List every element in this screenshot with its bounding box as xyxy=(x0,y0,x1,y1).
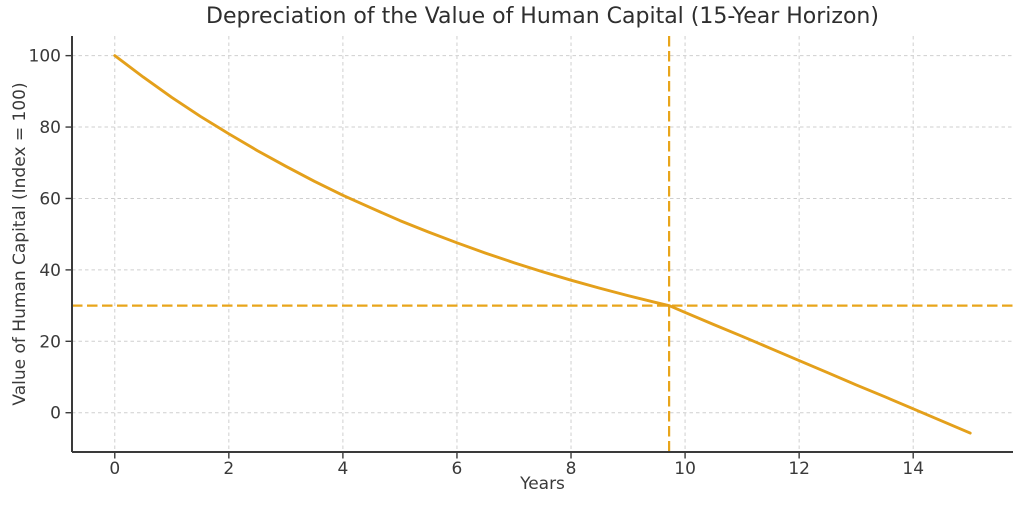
x-tick-label: 8 xyxy=(566,459,577,479)
x-tick-label: 2 xyxy=(223,459,234,479)
chart-title: Depreciation of the Value of Human Capit… xyxy=(206,4,879,29)
y-tick-label: 20 xyxy=(39,332,61,352)
x-tick-label: 12 xyxy=(788,459,810,479)
y-tick-label: 80 xyxy=(39,118,61,138)
y-tick-label: 100 xyxy=(29,47,61,67)
x-tick-label: 0 xyxy=(109,459,120,479)
depreciation-line xyxy=(113,54,972,435)
y-tick-label: 40 xyxy=(39,261,61,281)
x-tick-label: 4 xyxy=(337,459,348,479)
x-tick-label: 10 xyxy=(674,459,696,479)
y-tick-label: 0 xyxy=(50,404,61,424)
y-tick-label: 60 xyxy=(39,189,61,209)
x-tick-label: 6 xyxy=(452,459,463,479)
x-axis-title: Years xyxy=(520,474,565,494)
x-tick-label: 14 xyxy=(902,459,924,479)
